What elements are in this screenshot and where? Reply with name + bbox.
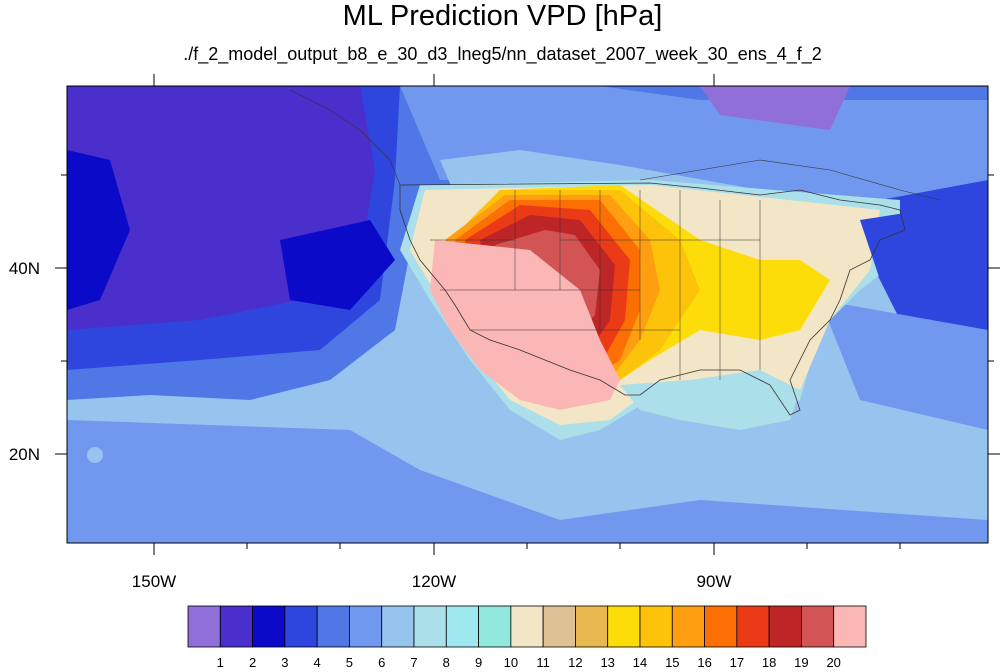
colorbar-tick-label: 5 (345, 655, 353, 670)
colorbar (187, 605, 867, 648)
colorbar-tick-label: 15 (665, 655, 680, 670)
colorbar-tick-label: 6 (378, 655, 386, 670)
colorbar-swatch (381, 605, 415, 648)
lon-label-90w: 90W (696, 572, 732, 591)
lon-label-120w: 120W (411, 572, 457, 591)
colorbar-tick-label: 16 (697, 655, 712, 670)
colorbar-tick-label: 14 (632, 655, 648, 670)
colorbar-tick-label: 2 (248, 655, 257, 670)
colorbar-swatch (349, 605, 383, 648)
colorbar-tick-label: 20 (826, 655, 841, 670)
colorbar-swatch (445, 605, 479, 648)
colorbar-swatch (219, 605, 253, 648)
map-title: ML Prediction VPD [hPa] (342, 0, 663, 32)
lat-label-40n: 40N (8, 259, 40, 278)
lon-ticks (153, 74, 901, 555)
colorbar-swatch (639, 605, 673, 648)
colorbar-tick-label: 17 (729, 655, 745, 670)
colorbar-tick-label: 13 (600, 655, 615, 670)
lat-label-20n: 20N (8, 445, 40, 464)
colorbar-swatch (413, 605, 447, 648)
lat-ticks (55, 174, 1000, 455)
colorbar-swatch (316, 605, 350, 648)
lon-label-150w: 150W (131, 572, 177, 591)
colorbar-swatch (736, 605, 770, 648)
colorbar-tick-label: 9 (474, 655, 483, 670)
map-subtitle: ./f_2_model_output_b8_e_30_d3_lneg5/nn_d… (183, 44, 822, 64)
vpd-contour-field (67, 86, 988, 543)
colorbar-tick-label: 10 (503, 655, 519, 670)
colorbar-tick-label: 7 (410, 655, 418, 670)
colorbar-swatch (768, 605, 802, 648)
colorbar-tick-label: 19 (794, 655, 809, 670)
colorbar-swatch (671, 605, 705, 648)
colorbar-swatch (542, 605, 576, 648)
colorbar-tick-label: 18 (761, 655, 777, 670)
state-lines (430, 190, 761, 380)
colorbar-tick-label: 4 (313, 655, 321, 670)
colorbar-tick-label: 11 (536, 655, 550, 670)
colorbar-swatch (284, 605, 318, 648)
colorbar-swatch (575, 605, 609, 648)
colorbar-tick-label: 1 (216, 655, 224, 670)
colorbar-tick-label: 3 (281, 655, 289, 670)
colorbar-tick-label: 8 (442, 655, 450, 670)
colorbar-swatch (478, 605, 512, 648)
colorbar-swatch (252, 605, 286, 648)
canada-coast (289, 89, 941, 201)
colorbar-swatch (704, 605, 738, 648)
colorbar-swatch (801, 605, 835, 648)
colorbar-swatch (187, 605, 221, 648)
colorbar-swatch (607, 605, 641, 648)
colorbar-swatch (833, 605, 867, 648)
colorbar-swatch (510, 605, 544, 648)
us-outline (399, 182, 906, 416)
colorbar-tick-label: 12 (568, 655, 583, 670)
